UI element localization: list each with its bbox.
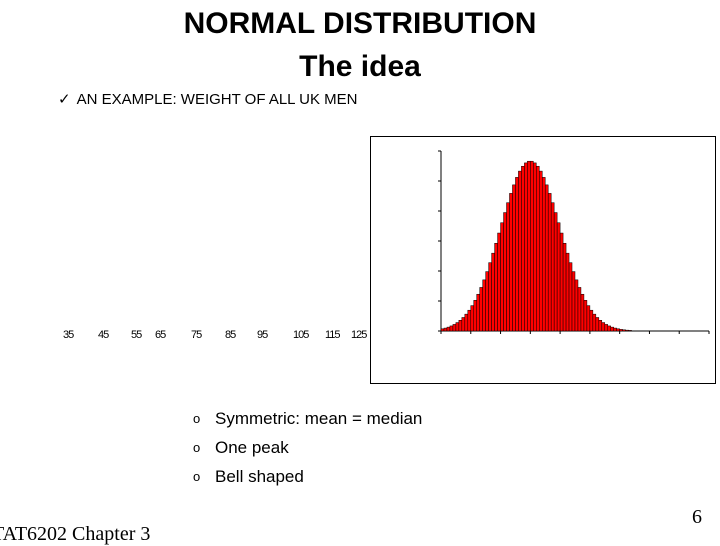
histogram-bar [559, 232, 564, 332]
histogram-bar [592, 313, 597, 332]
bullet-item: o One peak [193, 433, 422, 462]
bullet-text: Bell shaped [215, 466, 304, 486]
histogram-bar [536, 165, 540, 332]
histogram-bar [461, 317, 466, 332]
histogram-bar [628, 330, 632, 332]
histogram-bar [521, 165, 525, 332]
x-tick-label: 45 [98, 329, 109, 341]
example-text: AN EXAMPLE: WEIGHT OF ALL UK MEN [76, 90, 358, 108]
slide-title: NORMAL DISTRIBUTION The idea [0, 2, 720, 88]
histogram-bar [476, 293, 480, 332]
histogram-bar [544, 184, 549, 332]
histogram-bar [470, 305, 475, 332]
histogram-bar [562, 242, 567, 332]
histogram-bar [485, 271, 489, 332]
histogram-bar [568, 262, 573, 332]
histogram-bar [497, 232, 501, 332]
histogram-bar [467, 309, 472, 332]
x-tick-label: 95 [257, 329, 268, 341]
histogram-bar [518, 170, 522, 332]
histogram-bar [550, 202, 555, 332]
bullet-marker-icon: o [193, 411, 201, 426]
x-tick-label: 125 [351, 329, 367, 341]
histogram-bar [503, 212, 507, 332]
bullet-marker-icon: o [193, 440, 201, 455]
histogram-bar [539, 170, 543, 332]
histogram-bar [574, 279, 579, 332]
title-line-1: NORMAL DISTRIBUTION [183, 7, 537, 40]
histogram-bar [607, 325, 611, 332]
histogram-bar [616, 328, 620, 332]
histogram-bar [512, 184, 516, 332]
histogram-bar [440, 328, 445, 332]
x-tick-label: 65 [155, 329, 166, 341]
histogram-bar [601, 322, 606, 332]
histogram-bar [491, 252, 495, 332]
histogram-bar [622, 329, 626, 332]
histogram-bar [589, 309, 594, 332]
histogram-bar [500, 222, 504, 332]
histogram-bar [613, 327, 617, 332]
x-tick-label: 55 [131, 329, 142, 341]
x-tick-label: 35 [63, 329, 74, 341]
histogram-bar [479, 287, 483, 332]
histogram-bar [553, 212, 558, 332]
histogram-bar [598, 320, 603, 332]
histogram-bar [452, 324, 457, 332]
histogram-bar [449, 325, 454, 332]
histogram-bar [541, 177, 546, 332]
footer-course-label: TAT6202 Chapter 3 [0, 523, 151, 545]
histogram-bar [580, 293, 585, 332]
histogram-bar [565, 252, 570, 332]
x-tick-label: 105 [293, 329, 309, 341]
histogram-bar [473, 300, 477, 332]
bullet-text: Symmetric: mean = median [215, 408, 423, 428]
histogram-bar [571, 271, 576, 332]
bullet-list: o Symmetric: mean = median o One peak o … [193, 404, 422, 491]
x-tick-label: 75 [191, 329, 202, 341]
histogram-bar [610, 326, 614, 332]
histogram-bar [619, 329, 623, 332]
bullet-item: o Symmetric: mean = median [193, 404, 422, 433]
histogram-bar [506, 202, 510, 332]
histogram-bar [494, 242, 498, 332]
histogram-bar [547, 193, 552, 332]
bullet-item: o Bell shaped [193, 462, 422, 491]
x-tick-label: 115 [325, 329, 341, 341]
histogram-chart [370, 136, 716, 384]
histogram-bar [488, 262, 492, 332]
histogram-bar [515, 177, 519, 332]
histogram-bar [595, 317, 600, 332]
histogram-bar [556, 222, 561, 332]
histogram-svg [438, 150, 710, 334]
histogram-bar [443, 327, 448, 332]
x-axis-labels: 35 45 55 65 75 85 95 105 115 125 [0, 329, 380, 345]
histogram-bar [527, 160, 531, 332]
page-number: 6 [692, 506, 702, 528]
histogram-bar [586, 305, 591, 332]
histogram-bar [524, 162, 528, 332]
histogram-bar [455, 322, 460, 332]
histogram-bar [625, 329, 629, 332]
bullet-marker-icon: o [193, 469, 201, 484]
example-line: ✓ AN EXAMPLE: WEIGHT OF ALL UK MEN [58, 90, 358, 109]
histogram-bar [533, 162, 537, 332]
bullet-text: One peak [215, 437, 289, 457]
histogram-bar [482, 279, 486, 332]
title-line-2: The idea [299, 50, 421, 83]
histogram-bar [464, 313, 469, 332]
histogram-bar [577, 287, 582, 332]
histogram-bar [604, 324, 609, 332]
histogram-bar [530, 160, 534, 332]
histogram-bar [583, 300, 588, 332]
check-icon: ✓ [58, 91, 71, 108]
histogram-bar [509, 193, 513, 332]
x-tick-label: 85 [225, 329, 236, 341]
histogram-bar [446, 326, 451, 332]
histogram-bar [458, 320, 463, 332]
